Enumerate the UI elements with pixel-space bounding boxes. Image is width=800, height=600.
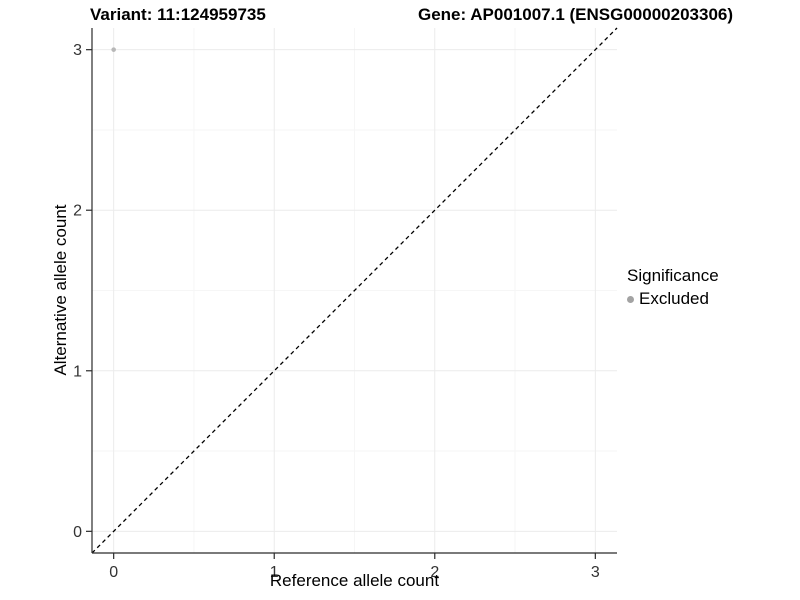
x-tick-label: 0 bbox=[109, 564, 118, 581]
y-axis-title: Alternative allele count bbox=[51, 204, 70, 376]
legend-entry-label: Excluded bbox=[639, 289, 709, 308]
variant-title: Variant: 11:124959735 bbox=[90, 5, 266, 24]
x-tick-label: 1 bbox=[270, 564, 279, 581]
x-axis-title: Reference allele count bbox=[269, 571, 440, 590]
legend-title: Significance bbox=[627, 266, 719, 285]
y-tick-label: 0 bbox=[73, 524, 82, 541]
excluded-point-icon bbox=[627, 295, 634, 303]
y-tick-label: 3 bbox=[73, 42, 82, 59]
y-tick-label: 2 bbox=[73, 203, 82, 220]
identity-reference-line bbox=[91, 27, 618, 554]
x-tick-label: 2 bbox=[430, 564, 439, 581]
legend: Significance Excluded bbox=[627, 266, 719, 309]
x-tick-label: 3 bbox=[591, 564, 600, 581]
y-tick-label: 1 bbox=[73, 363, 82, 380]
data-point bbox=[111, 47, 116, 52]
gene-title: Gene: AP001007.1 (ENSG00000203306) bbox=[418, 5, 734, 24]
legend-entry-excluded: Excluded bbox=[627, 289, 719, 309]
